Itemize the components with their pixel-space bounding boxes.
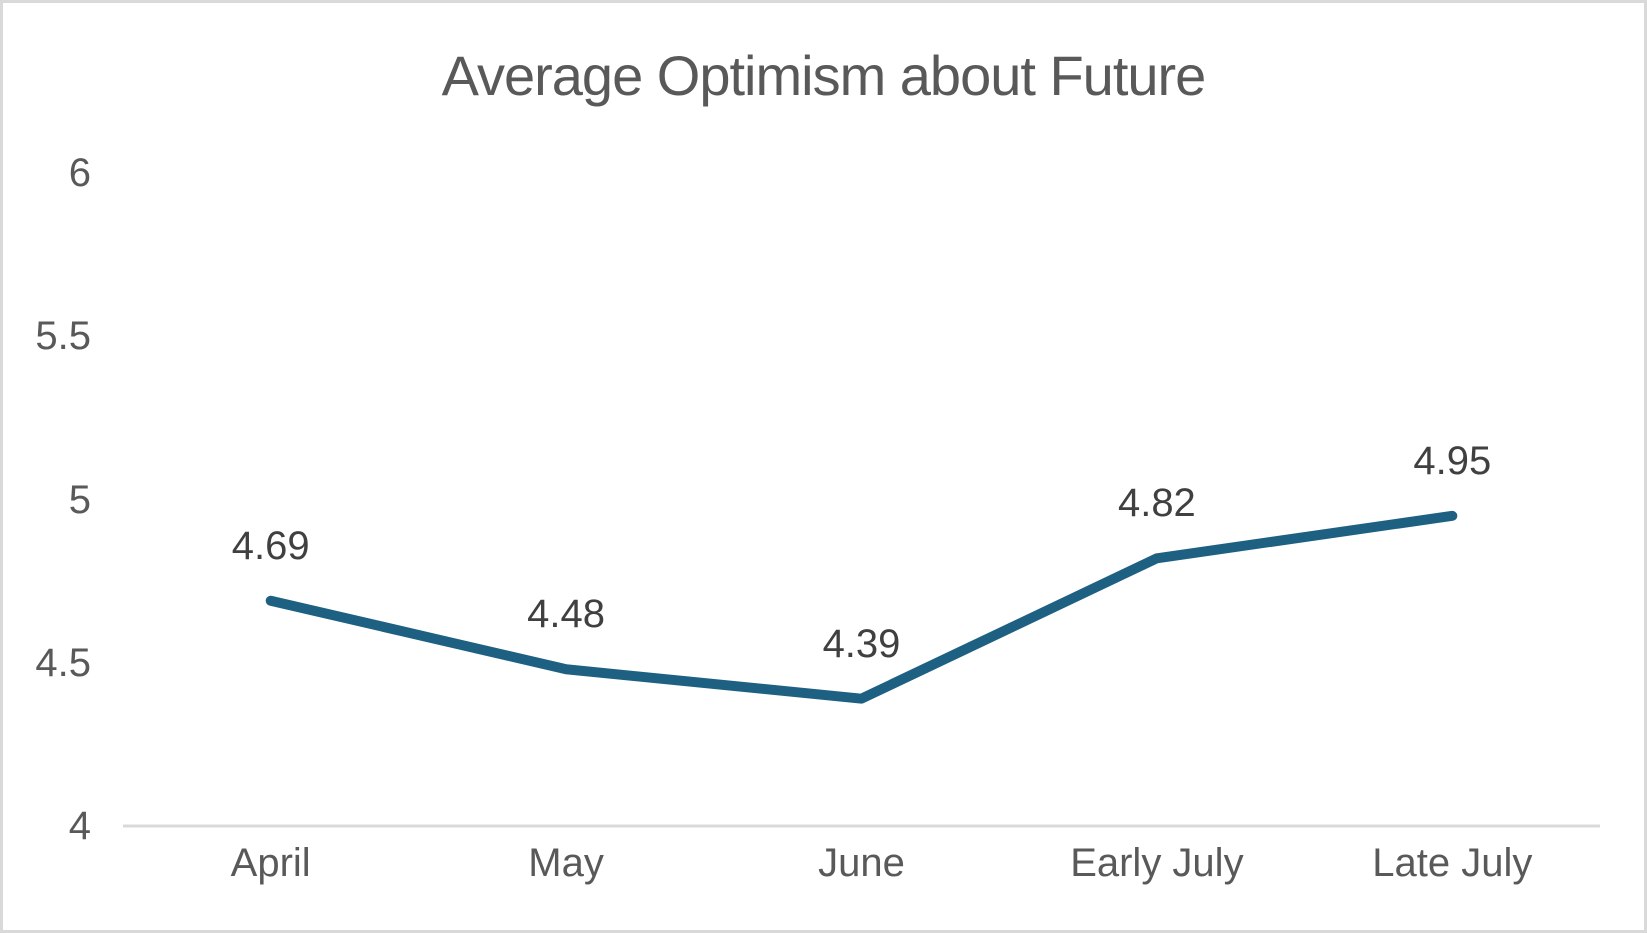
y-tick-label: 5.5	[35, 314, 91, 359]
y-tick-label: 6	[68, 151, 91, 195]
data-label: 4.95	[1413, 438, 1492, 483]
x-tick-label: June	[818, 841, 905, 885]
x-tick-label: May	[528, 841, 604, 885]
data-label: 4.39	[822, 621, 901, 666]
data-label: 4.69	[231, 523, 310, 568]
x-tick-label: Early July	[1070, 841, 1244, 885]
y-tick-label: 4	[68, 804, 91, 848]
x-tick-label: April	[230, 841, 311, 885]
y-tick-label: 5	[68, 477, 91, 522]
x-tick-label: Late July	[1372, 841, 1533, 885]
y-tick-label: 4.5	[35, 640, 91, 685]
chart-title: Average Optimism about Future	[441, 44, 1207, 107]
data-label: 4.82	[1117, 481, 1196, 526]
series-line	[265, 510, 1458, 704]
data-label: 4.48	[527, 592, 606, 637]
